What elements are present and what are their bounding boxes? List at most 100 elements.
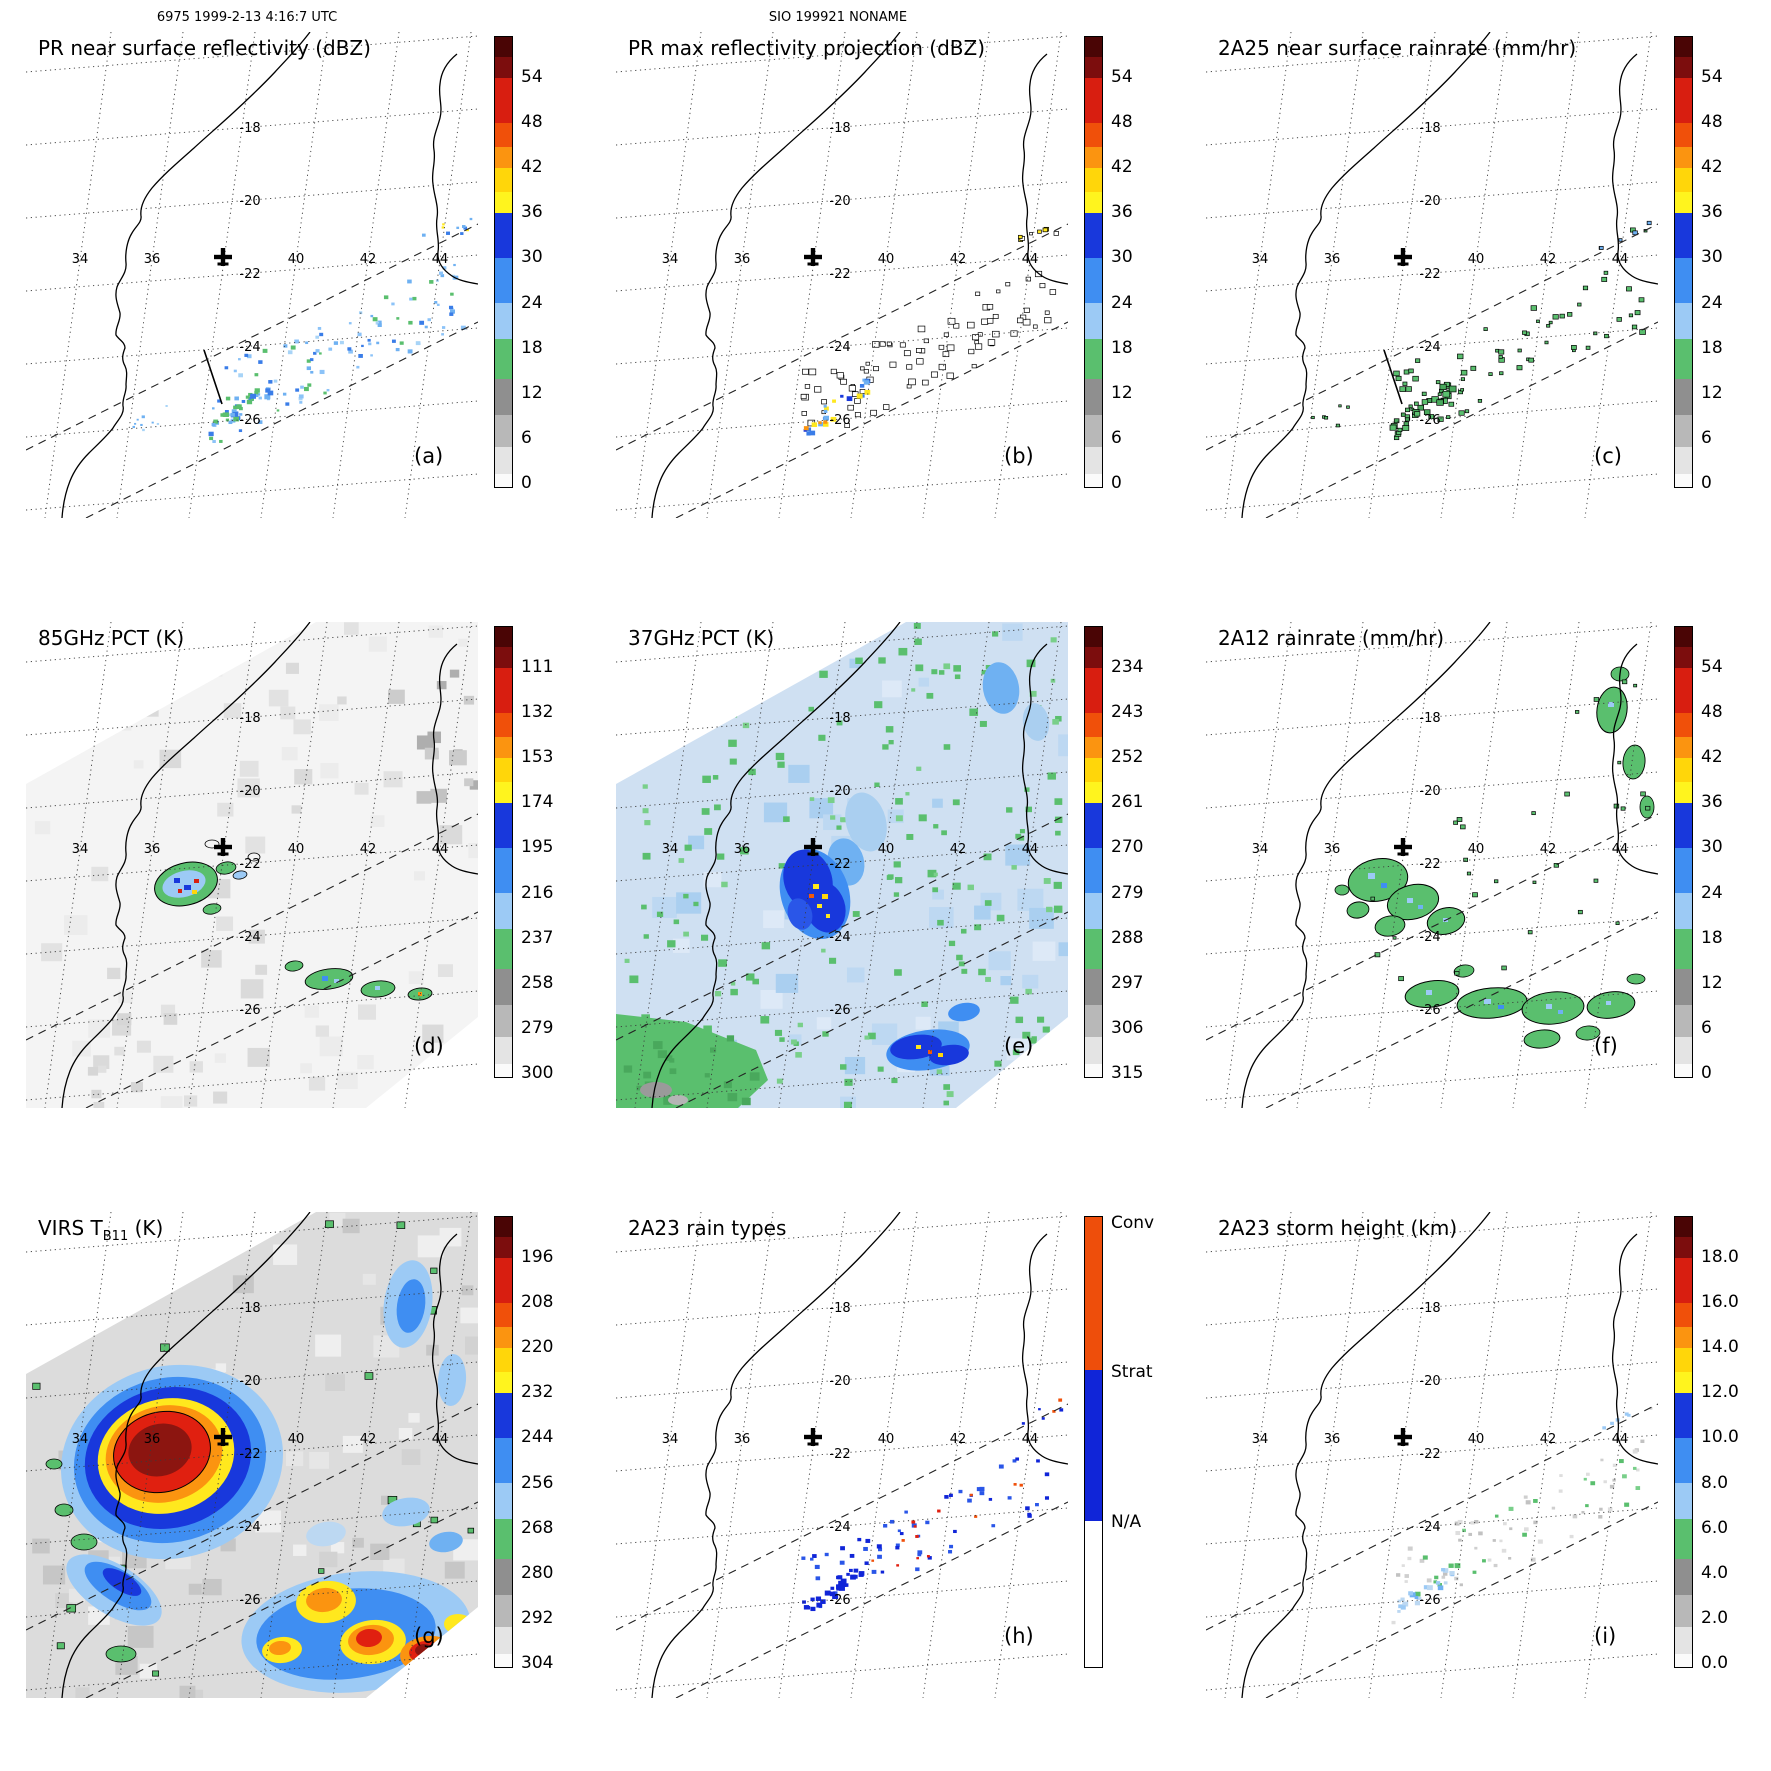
colorbar-tick-label: 36 bbox=[1701, 792, 1723, 813]
colorbar-segment bbox=[1085, 667, 1102, 713]
colorbar-segment bbox=[1675, 737, 1692, 758]
basemap-use bbox=[26, 32, 478, 518]
colorbar-tick-label: 12 bbox=[1701, 973, 1723, 994]
colorbar-segment bbox=[1675, 712, 1692, 738]
panel-g: VIRS TB11 (K) 196 208 220 232 244 256 268 280 29… bbox=[0, 1180, 590, 1771]
colorbar bbox=[494, 36, 513, 488]
colorbar-segment bbox=[1675, 302, 1692, 339]
panel-letter: (h) bbox=[1004, 1624, 1034, 1648]
panel-letter: (d) bbox=[414, 1034, 444, 1058]
colorbar-tick-label: 14.0 bbox=[1701, 1337, 1739, 1358]
panel-i: 2A23 storm height (km) 18.0 16.0 14.0 12.0 1… bbox=[1180, 1180, 1771, 1771]
colorbar-segment bbox=[495, 57, 512, 78]
colorbar-segment bbox=[1675, 1626, 1692, 1654]
map-panel-c bbox=[1206, 32, 1658, 518]
colorbar-tick-label: 111 bbox=[521, 656, 554, 677]
colorbar-tick-label: 6.0 bbox=[1701, 1517, 1729, 1538]
colorbar-labels: 196 208 220 232 244 256 268 280 292 304 bbox=[521, 1216, 585, 1673]
colorbar-segment bbox=[1085, 338, 1102, 379]
colorbar-tick-label: 297 bbox=[1111, 973, 1144, 994]
colorbar-segment bbox=[495, 122, 512, 148]
colorbar-tick-label: 8.0 bbox=[1701, 1472, 1729, 1493]
map-panel-a bbox=[26, 32, 478, 518]
colorbar-tick-label: 132 bbox=[521, 701, 554, 722]
colorbar-tick-label: 12 bbox=[521, 383, 543, 404]
colorbar-tick-label: Strat bbox=[1111, 1361, 1153, 1382]
colorbar-segment bbox=[1085, 473, 1102, 487]
colorbar-tick-label: N/A bbox=[1111, 1512, 1142, 1533]
colorbar-tick-label: 48 bbox=[521, 111, 543, 132]
data-field-layer bbox=[1334, 666, 1655, 1049]
colorbar-segment bbox=[1085, 415, 1102, 447]
colorbar-segment bbox=[1675, 1653, 1692, 1667]
colorbar-tick-label: 6 bbox=[1701, 1018, 1712, 1039]
colorbar-tick-label: 243 bbox=[1111, 701, 1144, 722]
colorbar-segment bbox=[1675, 1595, 1692, 1627]
colorbar-segment bbox=[495, 1217, 512, 1238]
colorbar-segment bbox=[1675, 757, 1692, 783]
panel-title: PR max reflectivity projection (dBZ) bbox=[628, 36, 986, 60]
colorbar-segment bbox=[1675, 1257, 1692, 1303]
map-panel-d bbox=[26, 622, 478, 1108]
colorbar-tick-label: 30 bbox=[1701, 247, 1723, 268]
basemap-use bbox=[1206, 32, 1658, 518]
map-panel-f bbox=[1206, 622, 1658, 1108]
colorbar-segment bbox=[1675, 1302, 1692, 1328]
colorbar-segment bbox=[495, 1257, 512, 1303]
colorbar-segment bbox=[1675, 627, 1692, 648]
colorbar-tick-label: 174 bbox=[521, 792, 554, 813]
colorbar-segment bbox=[1675, 338, 1692, 379]
colorbar-segment bbox=[495, 192, 512, 213]
panel-title: 85GHz PCT (K) bbox=[38, 626, 185, 650]
colorbar-tick-label: 18.0 bbox=[1701, 1246, 1739, 1267]
colorbar-segment bbox=[1085, 712, 1102, 738]
colorbar-segment bbox=[1085, 167, 1102, 193]
colorbar-segment bbox=[1675, 1036, 1692, 1064]
data-field-layer bbox=[801, 1398, 1064, 1612]
data-field-layer bbox=[800, 226, 1059, 436]
colorbar-segment bbox=[1675, 1392, 1692, 1438]
colorbar-tick-label: 0.0 bbox=[1701, 1653, 1729, 1674]
colorbar-tick-label: 16.0 bbox=[1701, 1291, 1739, 1312]
colorbar-tick-label: 48 bbox=[1701, 701, 1723, 722]
map-panel-b bbox=[616, 32, 1068, 518]
colorbar-segment bbox=[1675, 1005, 1692, 1037]
colorbar-tick-label: 304 bbox=[521, 1653, 554, 1674]
colorbar-tick-label: 2.0 bbox=[1701, 1608, 1729, 1629]
colorbar-segment bbox=[495, 257, 512, 303]
colorbar-labels: 54 48 42 36 30 24 18 12 6 0 bbox=[1701, 626, 1765, 1083]
colorbar-tick-label: 36 bbox=[1111, 202, 1133, 223]
colorbar-segment bbox=[1675, 802, 1692, 848]
colorbar-segment bbox=[1675, 1372, 1692, 1393]
colorbar-segment bbox=[1085, 969, 1102, 1005]
colorbar-segment bbox=[1675, 1437, 1692, 1483]
panel-e: 37GHz PCT (K) 234 243 252 261 270 279 288 297 30… bbox=[590, 590, 1180, 1180]
colorbar-segment bbox=[495, 757, 512, 783]
colorbar-tick-label: 30 bbox=[521, 247, 543, 268]
colorbar-tick-label: 30 bbox=[1111, 247, 1133, 268]
panel-title: PR near surface reflectivity (dBZ) bbox=[38, 36, 371, 60]
colorbar-segment bbox=[1085, 1036, 1102, 1064]
colorbar-segment bbox=[1675, 667, 1692, 713]
colorbar-segment bbox=[495, 167, 512, 193]
colorbar-tick-label: 279 bbox=[1111, 882, 1144, 903]
colorbar-tick-label: 12 bbox=[1701, 383, 1723, 404]
panel-letter: (i) bbox=[1594, 1624, 1617, 1648]
colorbar-tick-label: 54 bbox=[1111, 66, 1133, 87]
colorbar-segment bbox=[1675, 1518, 1692, 1559]
colorbar-tick-label: 18 bbox=[521, 337, 543, 358]
colorbar-tick-label: 280 bbox=[521, 1563, 554, 1584]
data-field-layer bbox=[1311, 220, 1652, 441]
colorbar-segment bbox=[1675, 969, 1692, 1005]
colorbar-segment bbox=[495, 212, 512, 258]
colorbar-segment bbox=[495, 1559, 512, 1595]
colorbar-segment bbox=[1675, 122, 1692, 148]
colorbar-segment bbox=[495, 446, 512, 474]
colorbar-tick-label: 292 bbox=[521, 1608, 554, 1629]
colorbar-segment bbox=[1085, 782, 1102, 803]
colorbar-tick-label: 0 bbox=[1701, 1063, 1712, 1084]
colorbar-tick-label: 36 bbox=[1701, 202, 1723, 223]
colorbar bbox=[1084, 626, 1103, 1078]
colorbar-segment bbox=[495, 928, 512, 969]
